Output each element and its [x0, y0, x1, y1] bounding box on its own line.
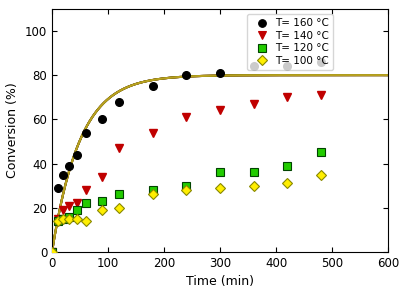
Y-axis label: Conversion (%): Conversion (%) — [6, 83, 19, 178]
X-axis label: Time (min): Time (min) — [186, 275, 254, 288]
Legend: T= 160 °C, T= 140 °C, T= 120 °C, T= 100 °C: T= 160 °C, T= 140 °C, T= 120 °C, T= 100 … — [247, 14, 333, 70]
